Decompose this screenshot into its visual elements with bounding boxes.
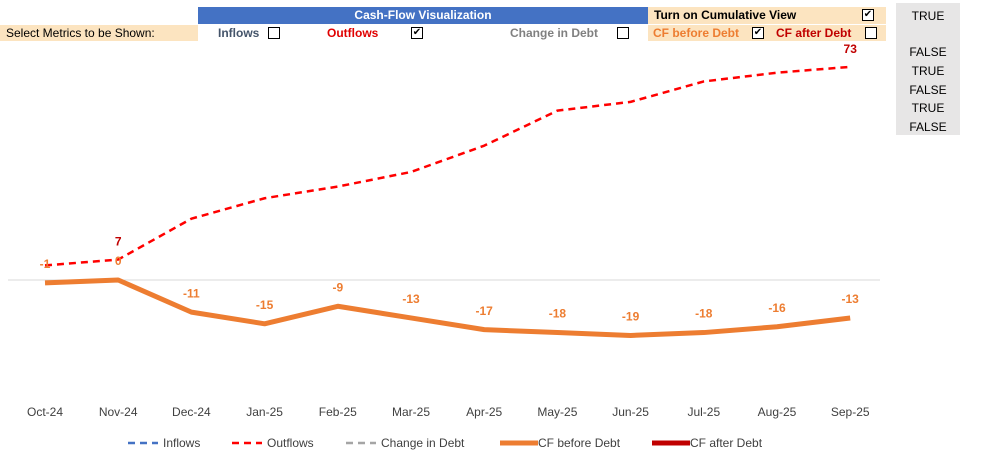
metric-checkbox[interactable] [268, 27, 280, 39]
helper-cell: FALSE [909, 83, 947, 97]
data-label: -18 [549, 307, 567, 321]
metric-label: Outflows [327, 26, 379, 40]
data-label: 7 [115, 235, 122, 249]
data-label: -18 [695, 307, 713, 321]
metric-checkbox[interactable]: ✔ [752, 27, 764, 39]
x-tick-label: Oct-24 [27, 405, 63, 419]
data-label: -11 [183, 286, 200, 300]
metric-label: CF before Debt [653, 26, 740, 40]
cumulative-checkbox[interactable]: ✔ [862, 9, 874, 21]
x-tick-label: Mar-25 [392, 405, 430, 419]
data-label: -16 [768, 301, 786, 315]
data-label: -13 [402, 292, 420, 306]
series-line [44, 65, 851, 267]
helper-cell: TRUE [911, 9, 945, 23]
metric-label: Change in Debt [510, 26, 599, 40]
x-tick-label: Jun-25 [612, 405, 649, 419]
x-tick-label: May-25 [537, 405, 577, 419]
helper-column [896, 3, 960, 135]
legend-label: Inflows [163, 436, 200, 450]
data-label: -15 [256, 298, 274, 312]
series-line [44, 277, 851, 338]
data-label: -1 [40, 257, 51, 271]
helper-cell: FALSE [909, 45, 947, 59]
helper-cell: TRUE [911, 101, 945, 115]
data-label: -19 [622, 310, 640, 324]
highlight-cell [648, 25, 886, 41]
legend-label: CF before Debt [538, 436, 621, 450]
metric-label: Inflows [218, 26, 260, 40]
x-tick-label: Aug-25 [758, 405, 797, 419]
data-label: -9 [332, 280, 343, 294]
x-tick-label: Feb-25 [319, 405, 357, 419]
metric-checkbox[interactable] [617, 27, 629, 39]
metric-checkbox[interactable]: ✔ [411, 27, 423, 39]
x-tick-label: Jul-25 [687, 405, 720, 419]
legend-label: Change in Debt [381, 436, 465, 450]
metric-label: CF after Debt [776, 26, 852, 40]
select-label: Select Metrics to be Shown: [0, 25, 198, 41]
metric-checkbox[interactable] [865, 27, 877, 39]
helper-cell: TRUE [911, 64, 945, 78]
dashboard-title: Cash-Flow Visualization [198, 7, 648, 24]
x-tick-label: Jan-25 [246, 405, 283, 419]
cumulative-label: Turn on Cumulative View [648, 7, 886, 24]
x-tick-label: Dec-24 [172, 405, 211, 419]
data-label: -17 [476, 304, 494, 318]
x-tick-label: Apr-25 [466, 405, 502, 419]
data-label: 73 [844, 42, 858, 56]
x-tick-label: Nov-24 [99, 405, 138, 419]
helper-cell: FALSE [909, 120, 947, 134]
data-label: -13 [842, 292, 860, 306]
legend-label: Outflows [267, 436, 314, 450]
legend-label: CF after Debt [690, 436, 763, 450]
x-tick-label: Sep-25 [831, 405, 870, 419]
data-label: 0 [115, 254, 122, 268]
